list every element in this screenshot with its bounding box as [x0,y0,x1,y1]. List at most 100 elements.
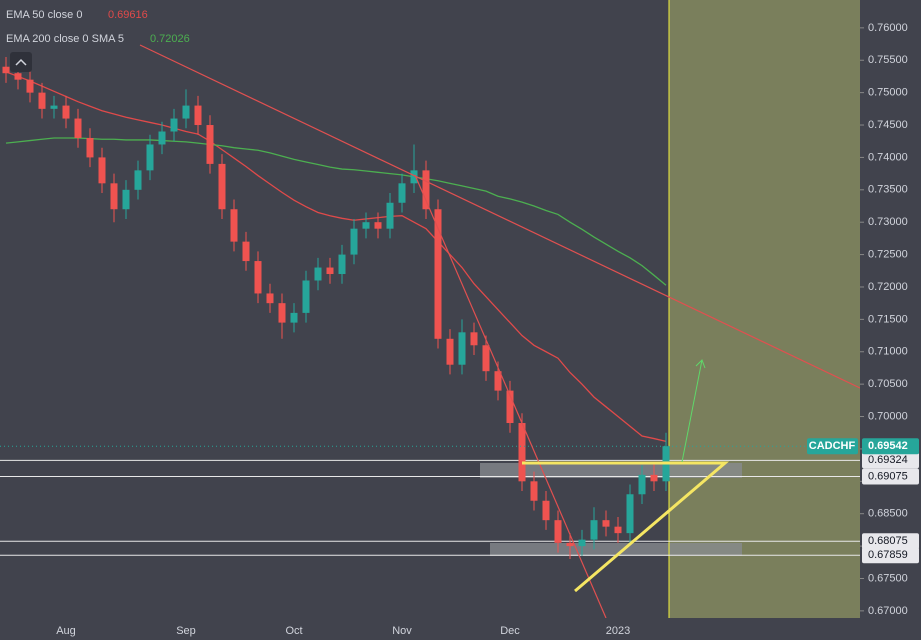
y-tick-label: 0.68500 [868,508,908,520]
symbol-label: CADCHF [809,440,856,452]
candle-body [50,105,58,109]
candle-body [650,474,658,482]
legend-name: EMA 200 close 0 SMA 5 [6,33,124,45]
candle-body [422,170,430,210]
x-tick-label: 2023 [606,625,630,637]
candle-body [26,79,34,93]
candle-body [278,303,286,323]
candle-body [602,520,610,527]
price-tag [862,438,919,455]
candle-body [578,539,586,547]
candle-body [386,202,394,229]
legend-value: 0.72026 [150,33,190,45]
level-label: 0.69075 [868,470,908,482]
target-arrow [681,359,703,463]
legend: EMA 50 close 0 0.69616 EMA 200 close 0 S… [6,9,190,45]
candle-body [302,280,310,313]
candle-body [158,131,166,145]
candle-body [470,332,478,346]
candle-body [14,73,22,80]
candle-body [362,222,370,229]
candle-body [446,338,454,365]
time-axis-bg [0,618,860,640]
y-tick-label: 0.71000 [868,346,908,358]
candle-body [86,137,94,158]
y-tick-label: 0.71500 [868,313,908,325]
candle-body [614,526,622,534]
x-tick-label: Nov [392,625,412,637]
candle-body [254,261,262,294]
plot [0,57,860,560]
candle-body [542,500,550,521]
candle-body [110,183,118,210]
trendline [139,44,861,389]
y-tick-label: 0.72500 [868,248,908,260]
zone-box [480,463,742,478]
ema-line [5,71,667,443]
candle-body [506,390,514,424]
level-tag [862,468,919,485]
candle-body [458,332,466,365]
y-tick-label: 0.74500 [868,119,908,131]
candle-body [122,189,130,210]
candle-body [38,92,46,109]
candle-body [338,254,346,275]
candle-body [530,481,538,501]
projection-zone [669,0,860,618]
candle-body [74,118,82,138]
y-tick-label: 0.70500 [868,378,908,390]
legend-name: EMA 50 close 0 [6,9,82,21]
candle-body [518,423,526,482]
candle-body [566,542,574,547]
y-tick-label: 0.75000 [868,87,908,99]
candle-body [242,241,250,262]
level-label: 0.69324 [868,454,908,466]
candle-body [98,157,106,184]
arrow-head [695,359,706,369]
candle-body [554,520,562,543]
candle-body [638,474,646,495]
candle-body [590,520,598,540]
zone-box [490,543,742,556]
candle-body [410,170,418,184]
symbol-tag [807,438,858,455]
button-icon[interactable] [15,58,27,66]
collapse-button[interactable] [10,52,32,72]
candle-body [290,312,298,323]
candle-body [434,209,442,339]
y-tick-label: 0.73000 [868,216,908,228]
candle-body [194,105,202,126]
candle-body [182,105,190,119]
candle-body [146,144,154,171]
y-tick-label: 0.67000 [868,605,908,617]
trendline [414,174,607,619]
candle-body [134,170,142,190]
ema-line [5,137,667,286]
triangle-pattern [522,461,730,593]
button-bg[interactable] [10,52,32,72]
y-tick-label: 0.67500 [868,572,908,584]
candle-body [2,66,10,74]
candle-body [482,345,490,372]
y-tick-label: 0.76000 [868,22,908,34]
candle-body [398,183,406,203]
x-tick-label: Dec [500,625,520,637]
candle-body [170,118,178,132]
candle-body [218,163,226,210]
candle-body [230,209,238,242]
y-tick-label: 0.73500 [868,184,908,196]
x-tick-label: Aug [56,625,76,637]
y-tick-label: 0.72000 [868,281,908,293]
candle-body [314,267,322,281]
level-tag [862,533,919,550]
candle-body [62,105,70,119]
x-tick-label: Oct [285,625,302,637]
candle-body [266,293,274,304]
drawings-under [0,0,860,618]
candle-body [206,125,214,164]
candle-body [494,371,502,391]
candle-body [326,267,334,275]
